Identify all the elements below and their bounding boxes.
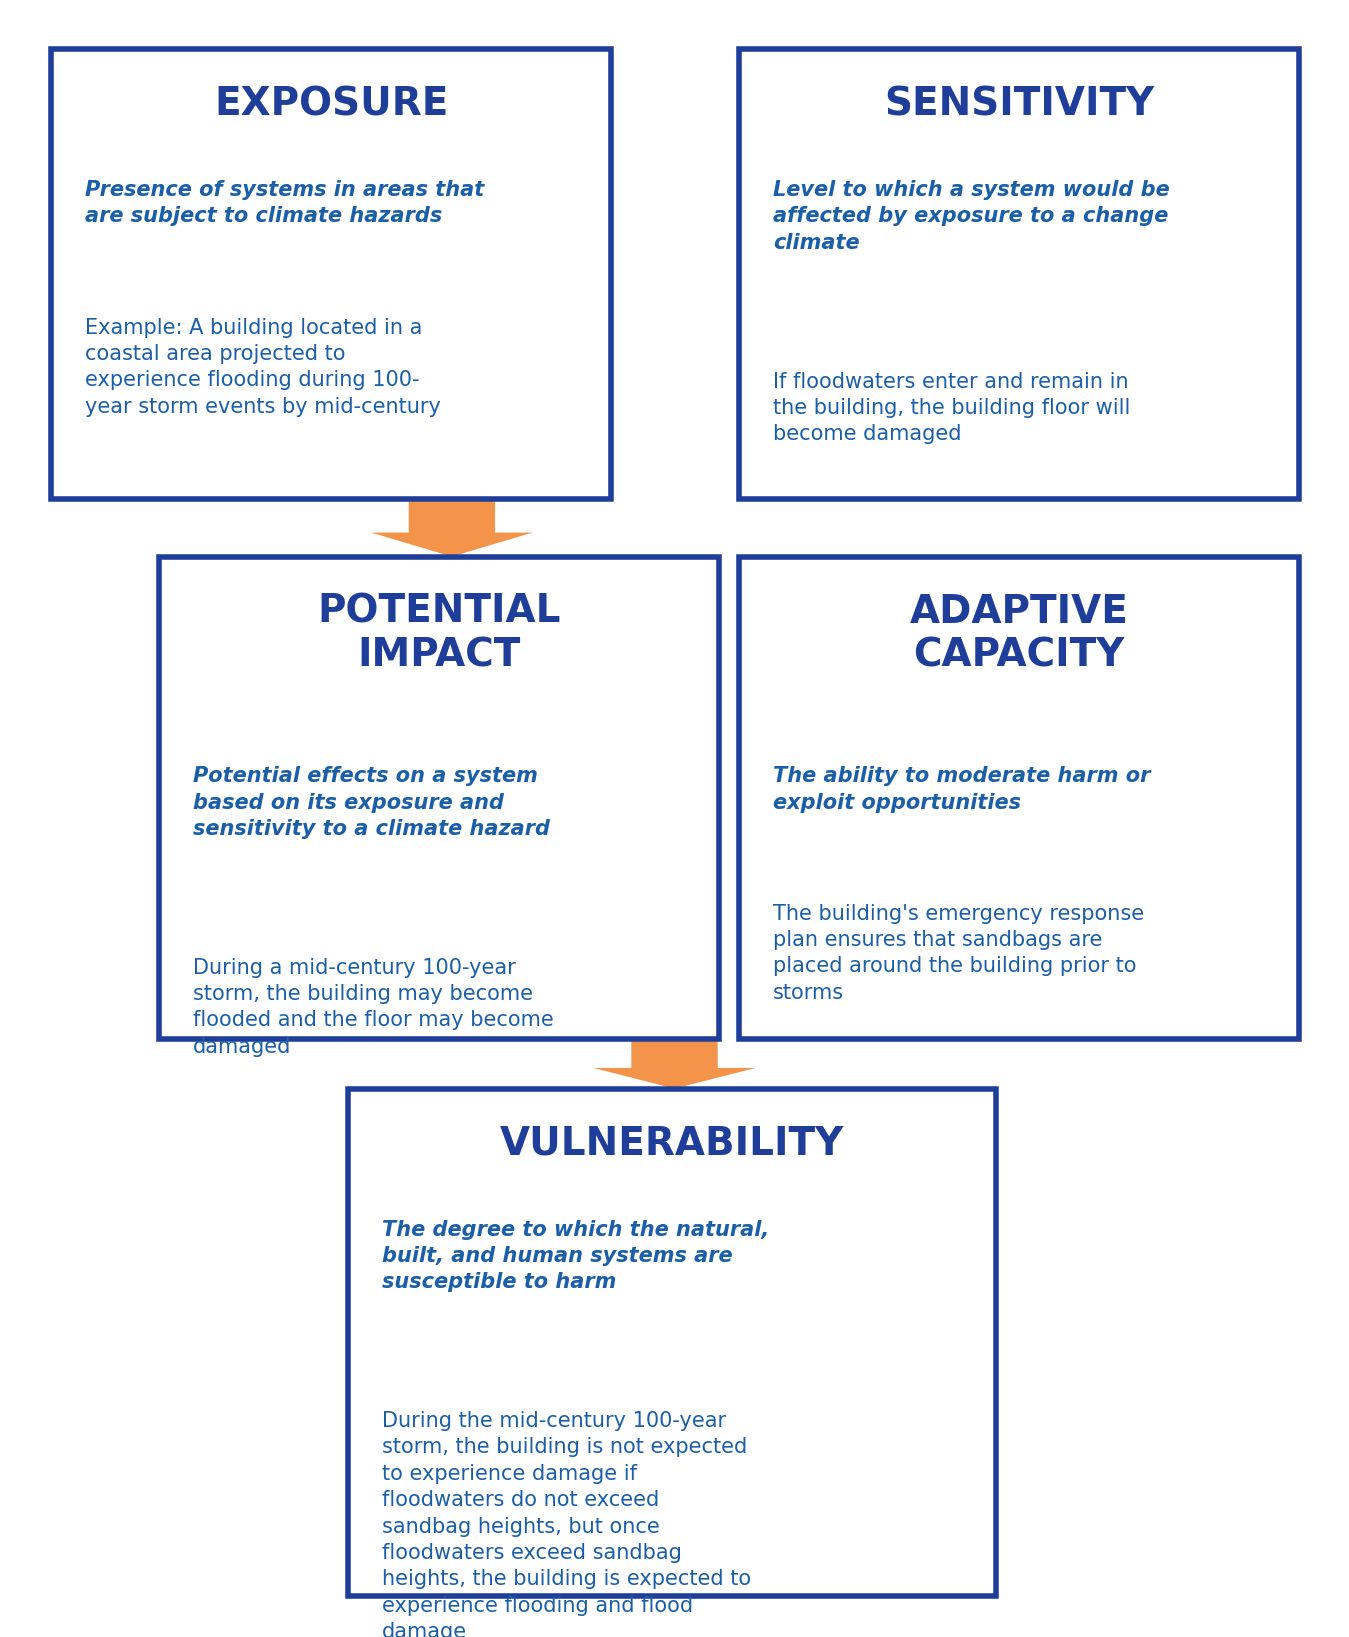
Text: SENSITIVITY: SENSITIVITY [884,85,1155,123]
Text: Level to which a system would be
affected by exposure to a change
climate: Level to which a system would be affecte… [773,180,1170,252]
FancyBboxPatch shape [51,49,611,499]
FancyBboxPatch shape [159,557,719,1039]
Text: ADAPTIVE
CAPACITY: ADAPTIVE CAPACITY [909,593,1129,674]
Text: Presence of systems in areas that
are subject to climate hazards: Presence of systems in areas that are su… [85,180,484,226]
FancyBboxPatch shape [739,557,1299,1039]
Text: The degree to which the natural,
built, and human systems are
susceptible to har: The degree to which the natural, built, … [382,1220,769,1292]
Text: During the mid-century 100-year
storm, the building is not expected
to experienc: During the mid-century 100-year storm, t… [382,1411,751,1637]
Polygon shape [594,1039,755,1089]
Text: The ability to moderate harm or
exploit opportunities: The ability to moderate harm or exploit … [773,766,1151,812]
Text: Example: A building located in a
coastal area projected to
experience flooding d: Example: A building located in a coastal… [85,318,441,417]
Text: VULNERABILITY: VULNERABILITY [499,1125,844,1162]
Text: Potential effects on a system
based on its exposure and
sensitivity to a climate: Potential effects on a system based on i… [193,766,550,838]
Polygon shape [371,499,533,557]
Text: The building's emergency response
plan ensures that sandbags are
placed around t: The building's emergency response plan e… [773,904,1144,1003]
FancyBboxPatch shape [739,49,1299,499]
Text: During a mid-century 100-year
storm, the building may become
flooded and the flo: During a mid-century 100-year storm, the… [193,958,553,1058]
Text: EXPOSURE: EXPOSURE [214,85,448,123]
FancyBboxPatch shape [348,1089,996,1596]
Text: If floodwaters enter and remain in
the building, the building floor will
become : If floodwaters enter and remain in the b… [773,372,1130,444]
Text: POTENTIAL
IMPACT: POTENTIAL IMPACT [317,593,561,674]
